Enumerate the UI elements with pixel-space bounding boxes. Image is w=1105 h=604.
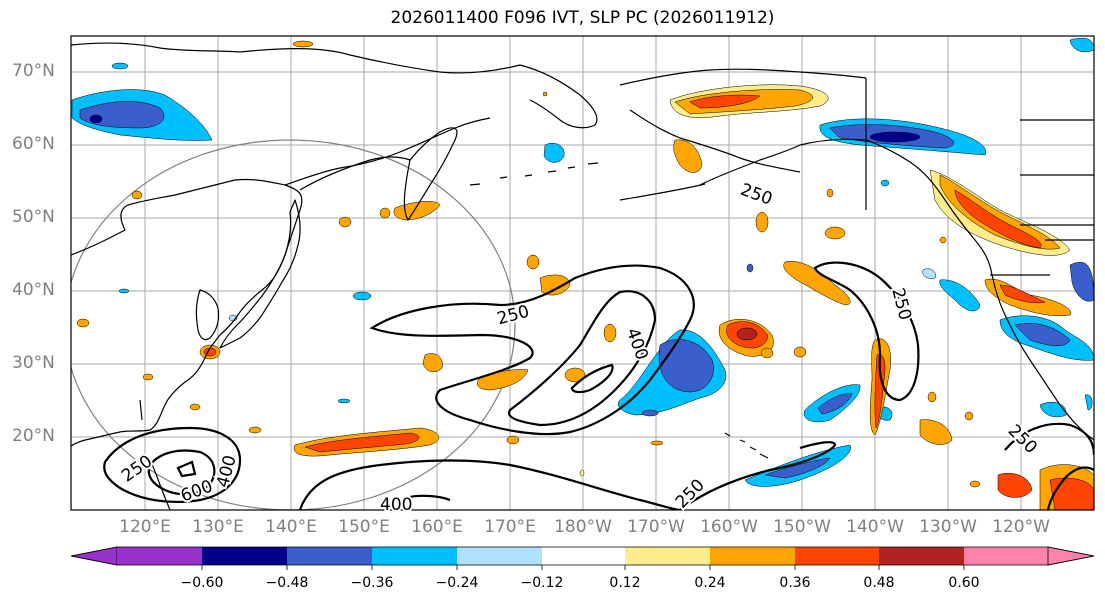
lon-label: 180°W [554, 517, 612, 537]
lat-label-30n: 30°N [12, 353, 55, 373]
contour-label: 600 [178, 477, 215, 507]
colorbar-segment [625, 547, 710, 565]
lon-label: 130°W [919, 517, 977, 537]
colorbar-tick-label: 0.60 [948, 575, 980, 591]
lat-label-70n: 70°N [12, 61, 55, 81]
colorbar-segment [457, 547, 542, 565]
colorbar-tick-label: −0.36 [350, 575, 394, 591]
lon-label: 120°E [119, 517, 171, 537]
lat-label-50n: 50°N [12, 207, 55, 227]
colorbar-tick-label: −0.12 [520, 575, 564, 591]
colorbar-segment [202, 547, 287, 565]
map-frame [70, 35, 1095, 511]
colorbar-tick-label: −0.48 [265, 575, 309, 591]
lon-label: 150°W [773, 517, 831, 537]
contour-label: 250 [672, 475, 709, 512]
ivt-positive-shading [76, 40, 1094, 510]
colorbar-tick-label: −0.60 [180, 575, 224, 591]
lat-label-60n: 60°N [12, 134, 55, 154]
lon-label: 140°W [846, 517, 904, 537]
colorbar-tick-label: 0.24 [694, 575, 726, 591]
colorbar-segment [879, 547, 964, 565]
map-title: 2026011400 F096 IVT, SLP PC (2026011912) [390, 8, 775, 28]
slp-contours [103, 261, 1094, 510]
contour-label: 400 [622, 325, 652, 362]
lon-label: 150°E [338, 517, 390, 537]
lon-label: 140°E [265, 517, 317, 537]
ivt-negative-shading [71, 37, 1094, 487]
lon-label: 160°W [700, 517, 758, 537]
lat-label-40n: 40°N [12, 280, 55, 300]
colorbar-under-extend [70, 546, 118, 566]
contour-label: 400 [213, 453, 241, 490]
colorbar-ticks [201, 565, 965, 570]
colorbar [70, 546, 1095, 570]
colorbar-segment [117, 547, 202, 565]
lon-label: 170°W [627, 517, 685, 537]
contour-label: 250 [1004, 421, 1041, 458]
colorbar-segment [795, 547, 879, 565]
contour-label: 400 [380, 495, 412, 515]
colorbar-tick-label: 0.36 [779, 575, 811, 591]
colorbar-tick-label: 0.12 [609, 575, 641, 591]
colorbar-segment [372, 547, 457, 565]
lon-label: 130°E [192, 517, 244, 537]
colorbar-segment [964, 547, 1048, 565]
lon-label: 120°W [992, 517, 1050, 537]
colorbar-over-extend [1047, 546, 1095, 566]
contour-label: 250 [118, 451, 156, 486]
colorbar-segment [287, 547, 372, 565]
lon-label: 170°E [484, 517, 536, 537]
range-ring [71, 139, 516, 510]
colorbar-tick-label: 0.48 [863, 575, 895, 591]
lon-label: 160°E [411, 517, 463, 537]
colorbar-segment [542, 547, 625, 565]
contour-label: 250 [738, 180, 775, 210]
lat-label-20n: 20°N [12, 426, 55, 446]
colorbar-segment [710, 547, 795, 565]
colorbar-outline [70, 546, 1095, 566]
coastlines [71, 42, 1094, 510]
colorbar-tick-label: −0.24 [435, 575, 479, 591]
